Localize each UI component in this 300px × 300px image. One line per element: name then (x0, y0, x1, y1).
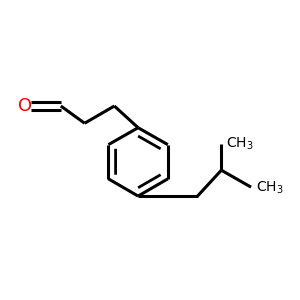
Text: O: O (17, 97, 32, 115)
Text: CH$_3$: CH$_3$ (256, 180, 283, 196)
Text: CH$_3$: CH$_3$ (226, 136, 254, 152)
